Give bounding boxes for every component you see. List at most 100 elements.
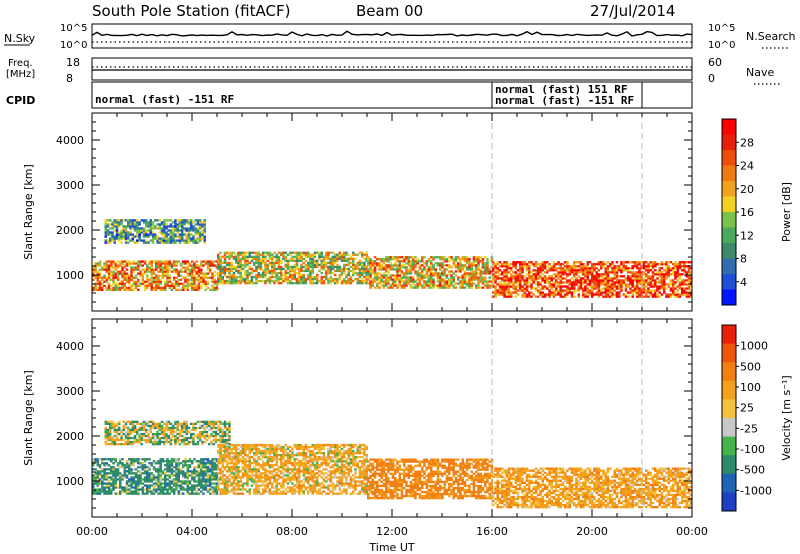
data-cell: [331, 271, 335, 275]
data-cell: [488, 280, 491, 283]
data-cell: [166, 274, 169, 277]
data-cell: [228, 267, 231, 271]
data-cell: [385, 270, 388, 273]
data-cell: [396, 286, 399, 289]
data-cell: [196, 221, 200, 224]
data-cell: [307, 251, 310, 254]
data-cell: [496, 291, 499, 294]
data-cell: [382, 284, 386, 287]
data-cell: [101, 490, 104, 493]
colorbar-swatch: [722, 258, 736, 275]
data-cell: [146, 466, 149, 469]
data-cell: [136, 430, 139, 434]
data-cell: [115, 223, 119, 226]
data-cell: [103, 458, 106, 461]
data-cell: [152, 490, 156, 493]
data-cell: [217, 261, 220, 264]
data-cell: [109, 424, 112, 428]
data-cell: [575, 265, 578, 268]
data-cell: [141, 466, 144, 469]
data-cell: [103, 276, 106, 279]
data-cell: [213, 490, 216, 493]
data-cell: [534, 269, 538, 272]
data-cell: [195, 490, 198, 493]
data-cell: [205, 430, 209, 434]
data-cell: [221, 492, 224, 495]
data-cell: [681, 261, 684, 264]
data-cell: [197, 476, 201, 479]
data-cell: [618, 267, 621, 270]
data-cell: [470, 270, 473, 273]
data-cell: [633, 291, 637, 294]
data-cell: [371, 264, 374, 267]
data-cell: [110, 460, 113, 463]
data-cell: [221, 472, 224, 475]
data-cell: [210, 440, 213, 444]
data-cell: [128, 480, 131, 483]
data-cell: [185, 221, 188, 224]
data-cell: [498, 261, 502, 264]
data-cell: [219, 449, 222, 453]
data-cell: [105, 276, 108, 279]
data-cell: [131, 239, 134, 242]
data-cell: [104, 426, 107, 430]
data-cell: [255, 265, 258, 269]
data-cell: [557, 273, 560, 276]
data-cell: [409, 286, 413, 289]
data-cell: [331, 263, 335, 267]
data-cell: [441, 272, 444, 275]
data-cell: [273, 267, 276, 271]
data-cell: [463, 270, 467, 273]
data-cell: [636, 267, 639, 270]
data-cell: [642, 287, 646, 290]
data-cell: [678, 261, 682, 264]
data-cell: [98, 274, 102, 277]
data-cell: [197, 284, 201, 287]
data-cell: [665, 295, 668, 298]
data-cell: [112, 474, 115, 477]
data-cell: [143, 280, 147, 283]
data-cell: [582, 269, 585, 272]
data-cell: [468, 278, 471, 281]
data-cell: [669, 293, 673, 296]
data-cell: [111, 231, 114, 234]
data-cell: [107, 274, 111, 277]
data-cell: [674, 261, 677, 264]
data-cell: [613, 283, 616, 286]
data-cell: [309, 273, 312, 277]
data-cell: [347, 261, 350, 264]
data-cell: [609, 263, 612, 266]
data-cell: [280, 275, 283, 279]
data-cell: [124, 231, 128, 234]
data-cell: [510, 267, 513, 270]
data-cell: [137, 262, 140, 265]
data-cell: [195, 272, 198, 275]
data-cell: [124, 420, 128, 423]
data-cell: [188, 470, 192, 473]
data-cell: [298, 282, 301, 285]
data-cell: [361, 269, 364, 273]
data-cell: [175, 478, 178, 481]
data-cell: [140, 438, 143, 442]
data-cell: [183, 227, 186, 230]
data-cell: [177, 486, 180, 489]
data-cell: [378, 278, 381, 281]
data-cell: [394, 278, 397, 281]
data-cell: [361, 253, 364, 256]
data-cell: [450, 256, 453, 259]
data-cell: [593, 283, 596, 286]
data-cell: [503, 285, 506, 288]
data-cell: [568, 269, 571, 272]
data-cell: [137, 260, 140, 263]
data-cell: [327, 279, 330, 283]
data-cell: [523, 263, 526, 266]
data-cell: [113, 223, 116, 226]
data-cell: [112, 472, 115, 475]
data-cell: [170, 264, 174, 267]
data-cell: [219, 454, 222, 457]
data-cell: [163, 219, 166, 222]
data-cell: [470, 282, 473, 285]
data-cell: [387, 286, 390, 289]
data-cell: [647, 277, 650, 280]
data-cell: [573, 295, 576, 298]
